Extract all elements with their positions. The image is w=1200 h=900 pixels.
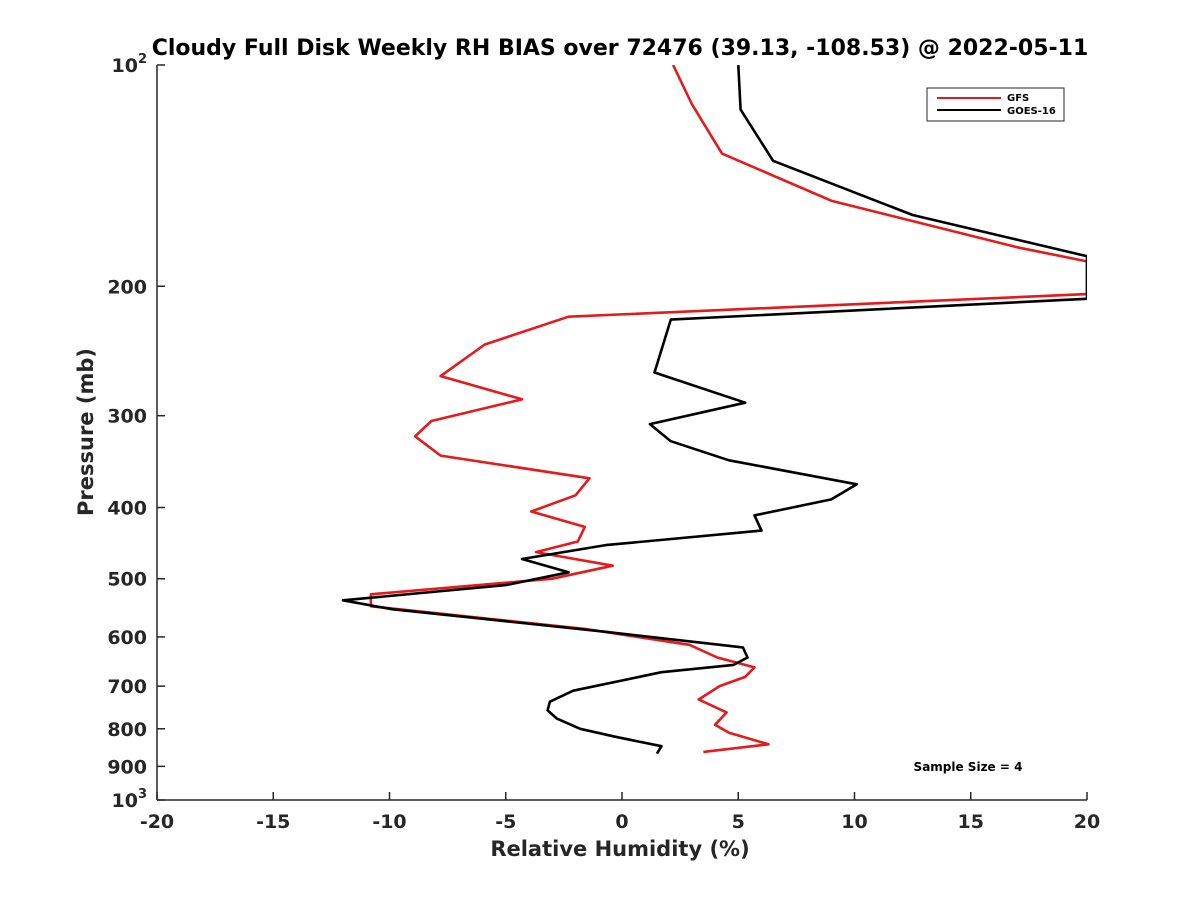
x-tick-label: 20 bbox=[1074, 811, 1100, 833]
y-tick-label: 102 bbox=[112, 52, 148, 77]
y-tick-label: 300 bbox=[107, 406, 147, 428]
y-tick-label: 700 bbox=[107, 676, 147, 698]
y-tick-label: 103 bbox=[112, 787, 148, 812]
axes bbox=[156, 65, 1087, 801]
x-tick-label: -15 bbox=[256, 811, 290, 833]
y-tick-label: 900 bbox=[107, 756, 147, 778]
legend-box bbox=[926, 87, 1065, 122]
y-tick-label: 600 bbox=[107, 627, 147, 649]
x-tick-label: -10 bbox=[372, 811, 406, 833]
x-tick-label: 5 bbox=[732, 811, 745, 833]
series-layer bbox=[341, 65, 1087, 755]
x-tick-label: 0 bbox=[615, 811, 628, 833]
x-tick-label: -5 bbox=[495, 811, 516, 833]
y-tick-label: 800 bbox=[107, 719, 147, 741]
y-tick-label: 200 bbox=[107, 276, 147, 298]
y-tick-label: 500 bbox=[107, 569, 147, 591]
legend-label-goes16: GOES-16 bbox=[1007, 106, 1056, 117]
x-tick-label: -20 bbox=[140, 811, 174, 833]
y-axis-label: Pressure (mb) bbox=[74, 348, 98, 516]
x-tick-label: 15 bbox=[958, 811, 984, 833]
series-line-goes16 bbox=[341, 65, 1087, 755]
chart-title: Cloudy Full Disk Weekly RH BIAS over 724… bbox=[152, 36, 1089, 61]
legend-label-gfs: GFS bbox=[1007, 93, 1029, 104]
sample-size-annotation: Sample Size = 4 bbox=[914, 760, 1023, 774]
y-ticks: 102 200 300 400 500 600 700 800 900 103 bbox=[107, 52, 165, 812]
x-ticks: -20 -15 -10 -5 0 5 10 15 20 bbox=[140, 792, 1100, 833]
x-tick-label: 10 bbox=[841, 811, 867, 833]
series-line-gfs bbox=[369, 65, 1087, 754]
legend: GFS GOES-16 bbox=[926, 87, 1065, 122]
x-axis-label: Relative Humidity (%) bbox=[490, 837, 749, 861]
y-tick-label: 400 bbox=[107, 498, 147, 520]
